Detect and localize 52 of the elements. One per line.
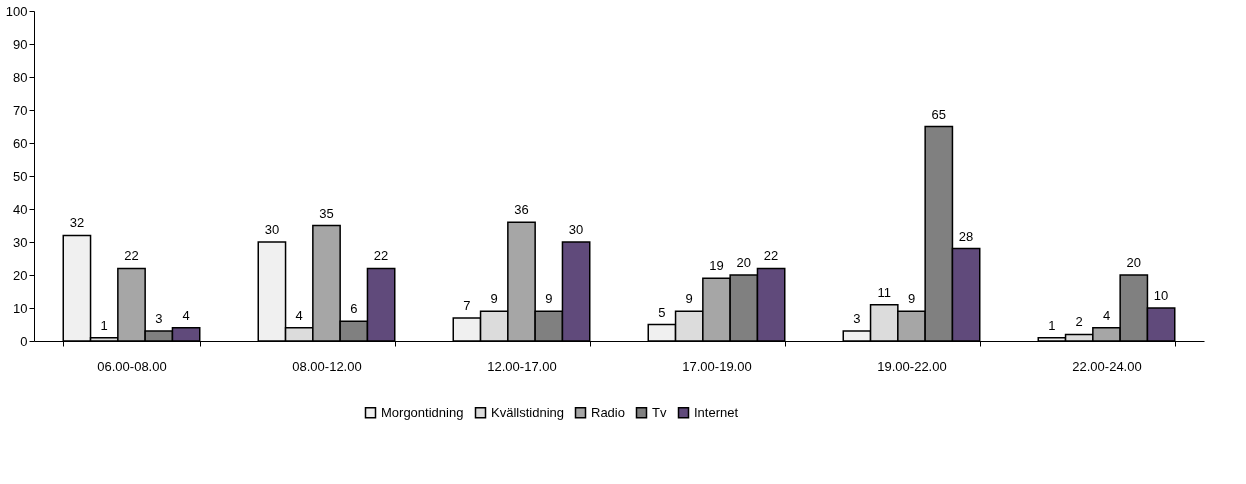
legend-label: Kvällstidning [491, 404, 564, 420]
data-label: 3 [155, 311, 163, 327]
legend-label: Morgontidning [381, 404, 464, 420]
data-label: 9 [490, 291, 498, 307]
data-label: 22 [124, 248, 139, 264]
data-label: 30 [264, 222, 280, 237]
data-label: 65 [931, 106, 947, 122]
data-label: 32 [69, 215, 85, 231]
data-label: 4 [1102, 307, 1111, 323]
legend-label: Internet [694, 404, 739, 420]
y-tick-label: 70 [13, 102, 28, 118]
y-tick-label: 30 [13, 234, 28, 250]
data-label: 9 [685, 291, 693, 307]
y-tick-label: 50 [13, 168, 28, 184]
x-tick-label: 12.00-17.00 [487, 358, 557, 374]
x-tick-label: 22.00-24.00 [1072, 358, 1142, 374]
data-label: 4 [295, 307, 303, 323]
data-label: 22 [373, 248, 389, 264]
y-tick-label: 10 [13, 300, 28, 316]
data-label: 7 [463, 297, 471, 313]
data-label: 4 [182, 307, 190, 323]
y-tick-label: 100 [5, 3, 28, 19]
data-label: 6 [350, 301, 358, 317]
x-tick-label: 19.00-22.00 [877, 358, 947, 374]
y-tick-label: 0 [20, 333, 28, 349]
y-tick-label: 80 [13, 69, 28, 85]
data-label: 19 [709, 258, 724, 274]
data-label: 22 [763, 248, 779, 264]
y-tick-label: 60 [13, 135, 28, 151]
x-tick-label: 17.00-19.00 [682, 358, 752, 374]
data-label: 36 [514, 202, 529, 218]
legend-label: Radio [591, 404, 625, 420]
legend-label: Tv [652, 404, 667, 420]
data-label: 10 [1153, 288, 1169, 303]
data-label: 30 [568, 222, 584, 237]
y-tick-label: 20 [13, 267, 28, 283]
data-label: 2 [1075, 314, 1083, 330]
data-label: 11 [877, 284, 891, 300]
data-label: 20 [1126, 255, 1142, 270]
x-tick-label: 08.00-12.00 [292, 358, 362, 374]
data-label: 5 [658, 304, 666, 320]
data-label: 9 [545, 291, 553, 307]
x-tick-label: 06.00-08.00 [97, 358, 167, 374]
data-label: 3 [853, 311, 861, 327]
data-label: 9 [907, 291, 916, 307]
data-label: 35 [319, 205, 334, 221]
data-label: 20 [736, 255, 752, 270]
y-tick-label: 40 [13, 201, 28, 217]
data-label: 28 [958, 228, 974, 244]
data-label: 1 [1048, 317, 1056, 333]
data-label: 1 [100, 317, 108, 333]
y-tick-label: 90 [13, 36, 28, 52]
